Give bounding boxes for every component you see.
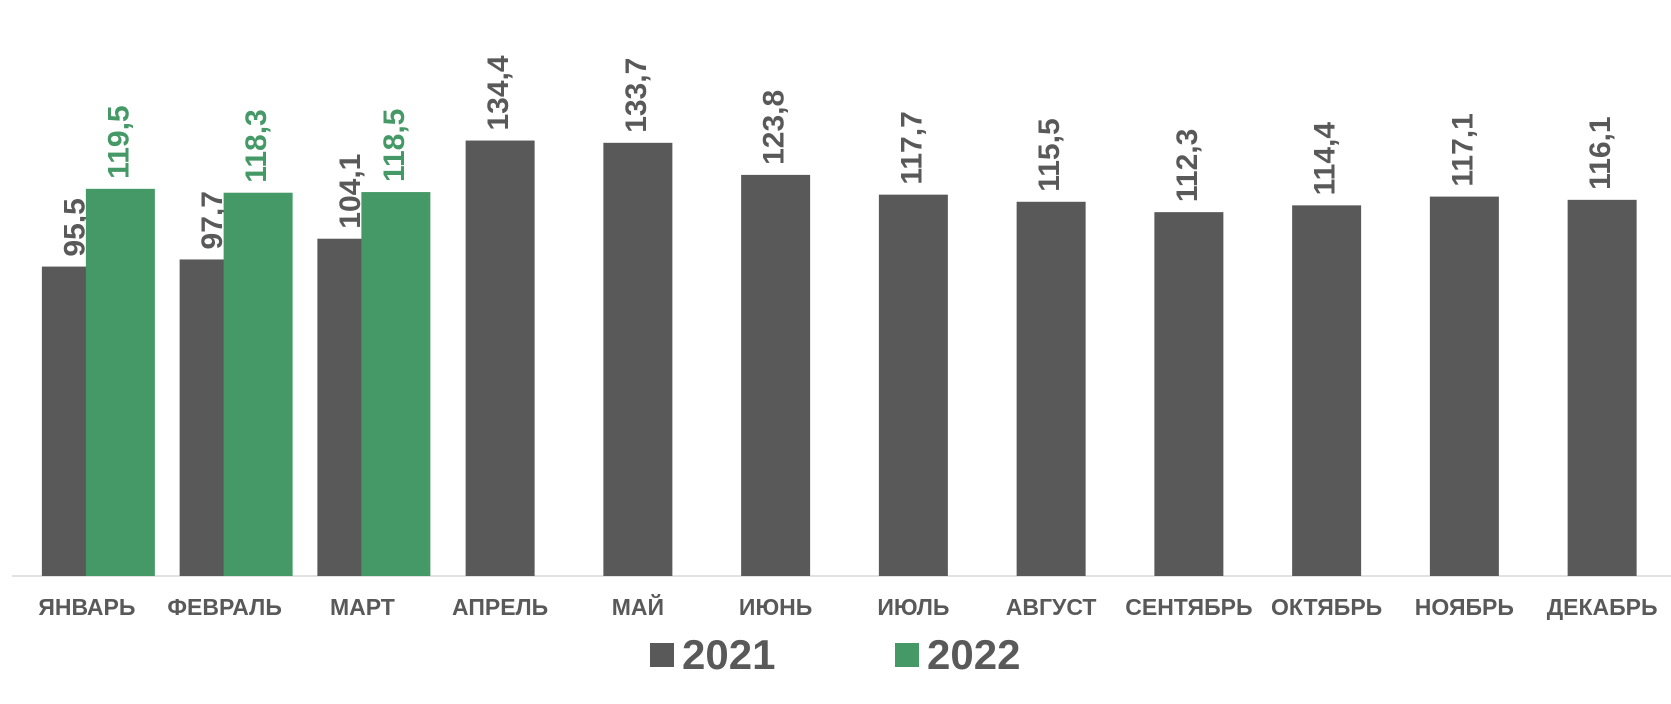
bar-2021-11: [1429, 196, 1499, 576]
data-label-2021-3: 104,1: [334, 154, 367, 229]
legend-item-2021: 2021: [650, 630, 775, 680]
x-tick-label-1: ЯНВАРЬ: [38, 594, 135, 620]
legend-swatch-2022: [895, 643, 919, 667]
legend-swatch-2021: [650, 643, 674, 667]
data-label-2021-11: 117,1: [1446, 113, 1479, 186]
x-tick-label-4: АПРЕЛЬ: [452, 594, 548, 620]
bar-2022-2: [223, 192, 293, 576]
x-tick-label-2: ФЕВРАЛЬ: [167, 594, 281, 620]
legend-label-2022: 2022: [927, 631, 1021, 678]
data-label-2021-9: 112,3: [1171, 129, 1204, 202]
x-tick-label-7: ИЮЛЬ: [877, 594, 949, 620]
data-label-2022-3: 118,5: [378, 109, 411, 182]
bar-2021-7: [878, 194, 948, 577]
data-label-2022-2: 118,3: [240, 109, 273, 182]
bar-2021-4: [465, 140, 535, 576]
bar-2021-5: [603, 142, 673, 576]
x-tick-label-5: МАЙ: [612, 593, 664, 620]
data-label-2021-10: 114,4: [1309, 122, 1342, 196]
x-tick-label-3: МАРТ: [330, 594, 395, 620]
data-label-2021-4: 134,4: [482, 55, 515, 130]
x-tick-label-8: АВГУСТ: [1006, 594, 1097, 620]
data-label-2021-5: 133,7: [620, 58, 653, 133]
data-label-2021-2: 97,7: [196, 191, 229, 249]
bar-2021-12: [1567, 199, 1637, 576]
legend: 2021 2022: [0, 630, 1671, 680]
data-label-2021-6: 123,8: [758, 90, 791, 165]
bar-2021-9: [1154, 212, 1224, 576]
legend-label-2021: 2021: [682, 631, 776, 678]
x-tick-label-10: ОКТЯБРЬ: [1271, 594, 1382, 620]
x-tick-label-11: НОЯБРЬ: [1415, 594, 1514, 620]
data-label-2021-12: 116,1: [1584, 116, 1617, 189]
bar-2021-6: [741, 174, 811, 576]
x-tick-label-9: СЕНТЯБРЬ: [1125, 594, 1252, 620]
x-tick-label-6: ИЮНЬ: [739, 594, 812, 620]
data-label-2022-1: 119,5: [102, 105, 135, 178]
data-label-2021-7: 117,7: [895, 111, 928, 184]
legend-item-2022: 2022: [895, 630, 1020, 680]
x-tick-label-12: ДЕКАБРЬ: [1547, 594, 1658, 620]
bar-2021-8: [1016, 201, 1086, 576]
data-label-2021-8: 115,5: [1033, 118, 1066, 191]
data-label-2021-1: 95,5: [58, 198, 91, 256]
bar-2021-10: [1292, 205, 1362, 576]
bar-2022-3: [361, 192, 431, 576]
bar-2022-1: [85, 188, 155, 576]
